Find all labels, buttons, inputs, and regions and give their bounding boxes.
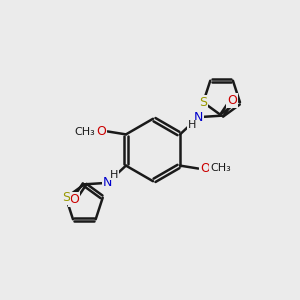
Text: H: H [188,121,196,130]
Text: O: O [200,162,210,175]
Text: H: H [110,169,118,179]
Text: O: O [227,94,237,107]
Text: S: S [62,191,70,204]
Text: CH₃: CH₃ [75,127,96,137]
Text: O: O [96,125,106,138]
Text: N: N [103,176,112,189]
Text: O: O [69,193,79,206]
Text: CH₃: CH₃ [210,163,231,173]
Text: S: S [199,96,207,109]
Text: N: N [194,111,203,124]
